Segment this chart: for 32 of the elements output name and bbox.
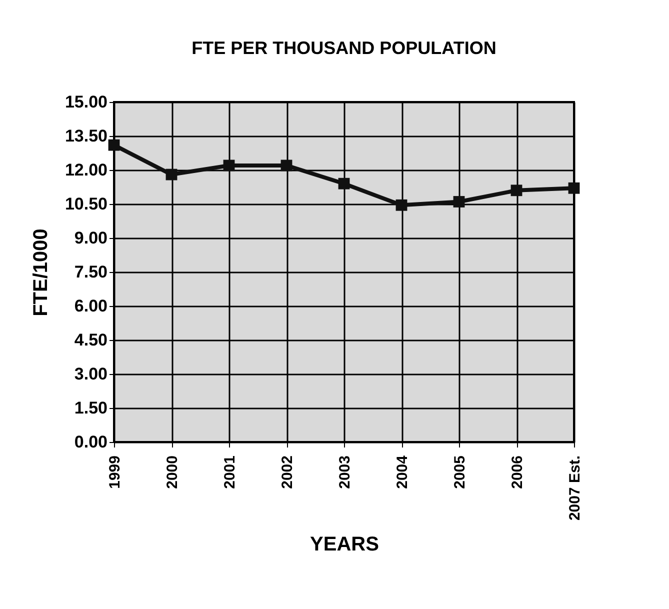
x-tick-label: 2000: [164, 456, 181, 489]
y-tick-label: 3.00: [74, 364, 108, 384]
x-tick-label: 2001: [222, 456, 238, 489]
point: [568, 182, 580, 194]
y-tick-label: 6.00: [74, 296, 108, 316]
y-tick-label: 1.50: [74, 398, 108, 418]
point: [108, 139, 120, 151]
x-tick-label: 2004: [394, 454, 411, 489]
point: [338, 178, 350, 190]
x-tick-label: 2003: [336, 456, 354, 489]
x-tick-label: 2005: [452, 456, 468, 489]
point: [396, 199, 408, 211]
y-tick-label: 12.00: [64, 160, 108, 180]
x-tick-label: 2006: [509, 456, 526, 489]
y-tick-label: 9.00: [74, 228, 108, 248]
y-tick-label: 15.00: [64, 92, 108, 112]
x-axis-title: YEARS: [310, 534, 379, 556]
x-tick-label: 1999: [106, 456, 124, 489]
point: [223, 160, 235, 172]
point: [166, 168, 178, 180]
x-tick-label: 2007 Est.: [566, 456, 584, 521]
point: [510, 184, 522, 196]
y-tick-label: 13.50: [64, 126, 108, 146]
chart-title: FTE PER THOUSAND POPULATION: [192, 38, 496, 58]
y-tick-label: 0.00: [74, 432, 108, 452]
point: [280, 160, 292, 172]
y-tick-label: 4.50: [74, 330, 108, 350]
point: [453, 196, 465, 208]
x-tick-label: 2002: [279, 456, 296, 489]
y-tick-label: 10.50: [64, 194, 108, 214]
y-axis-title: FTE/1000: [30, 228, 52, 316]
y-tick-label: 7.50: [74, 262, 108, 282]
